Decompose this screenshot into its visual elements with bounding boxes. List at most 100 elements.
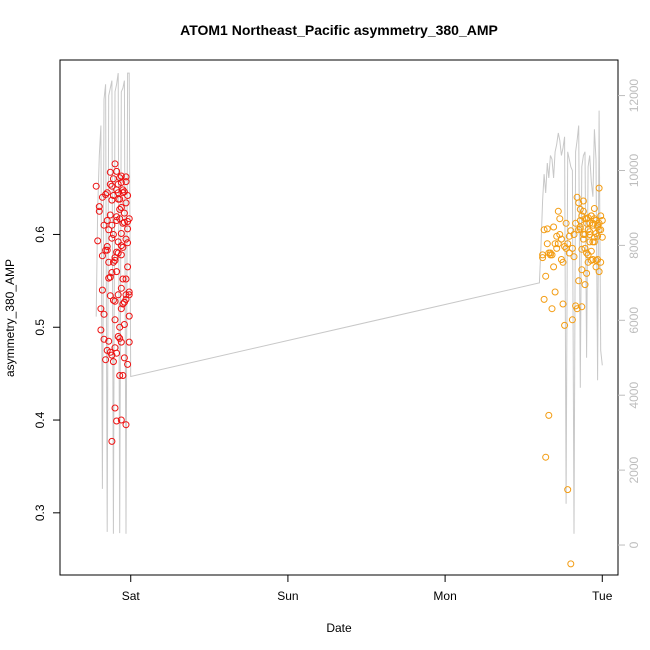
data-point-series-2 [554,207,562,215]
data-point-series-2 [598,233,606,241]
data-point-series-2 [548,251,556,259]
data-point-series-1 [102,356,110,364]
data-point-series-1 [120,188,128,196]
y2-tick-label: 12000 [627,79,641,113]
data-point-series-1 [106,348,114,356]
data-point-series-2 [576,225,584,233]
data-point-series-2 [550,263,558,271]
data-point-series-2 [562,219,570,227]
data-point-series-2 [595,184,603,192]
data-point-series-2 [546,249,554,257]
data-point-series-2 [564,240,572,248]
data-point-series-1 [125,312,133,320]
data-point-series-2 [578,266,586,274]
data-point-series-1 [108,221,116,229]
data-point-series-1 [103,189,111,197]
data-point-series-1 [124,225,132,233]
y2-tick-label: 0 [627,541,641,548]
plot-layer: Sat Sun Mon Tue 0.3 0.4 0.5 0.6 0 2000 4000 6000 800… [33,72,641,603]
data-point-series-2 [556,231,564,238]
data-point-series-2 [594,232,602,240]
y-tick-label: 0.4 [33,411,47,428]
data-point-series-1 [108,182,116,190]
data-point-series-2 [565,249,573,257]
data-point-series-1 [122,421,130,429]
data-point-series-2 [543,225,551,233]
data-point-series-1 [108,196,116,204]
data-point-series-1 [94,237,102,245]
data-point-series-2 [586,238,594,246]
data-point-series-1 [117,204,125,211]
y2-series-line [95,72,603,534]
chart-title: ATOM1 Northeast_Pacific asymmetry_380_AM… [180,22,498,38]
data-point-series-1 [119,186,127,194]
data-point-series-2 [597,212,605,220]
data-point-series-2 [561,321,569,329]
data-point-series-1 [120,298,128,306]
x-tick-label: Tue [592,589,613,603]
data-point-series-2 [589,221,597,229]
data-point-series-1 [100,335,108,343]
y-axis-label: asymmetry_380_AMP [3,259,17,377]
data-point-series-1 [124,360,132,368]
data-point-series-1 [113,213,121,221]
data-point-series-1 [117,416,125,424]
data-point-series-1 [117,305,125,313]
data-point-series-1 [116,372,124,379]
data-point-series-2 [559,300,567,308]
data-point-series-1 [116,323,124,331]
data-point-series-1 [92,182,100,190]
x-tick-label: Sat [122,589,141,603]
data-point-series-1 [119,219,127,227]
data-point-series-1 [98,252,106,260]
data-point-series-1 [108,234,116,242]
data-point-series-1 [113,167,121,175]
data-point-series-1 [106,273,114,281]
data-point-series-2 [597,258,605,266]
y-tick-label: 0.5 [33,319,47,336]
y-tick-label: 0.6 [33,226,47,243]
data-point-series-2 [581,244,589,252]
data-point-series-2 [564,486,572,494]
data-point-series-1 [108,437,116,445]
data-point-series-1 [109,296,117,304]
data-point-series-1 [117,338,125,346]
data-point-series-2 [589,238,597,246]
y2-tick-label: 2000 [627,456,641,483]
data-point-series-1 [109,231,117,238]
data-point-series-2 [590,205,598,212]
data-point-series-1 [120,354,128,362]
data-point-series-1 [100,221,108,229]
data-point-series-2 [579,207,587,215]
data-point-series-1 [114,333,122,340]
data-point-series-1 [113,417,121,425]
data-point-series-1 [124,263,132,271]
data-point-series-2 [579,235,587,243]
data-point-series-1 [108,269,116,276]
data-point-series-2 [570,253,578,261]
data-point-series-1 [105,258,113,266]
data-point-series-2 [595,268,603,276]
data-point-series-1 [106,180,114,188]
data-point-series-2 [594,221,602,229]
x-tick-label: Mon [433,589,456,603]
data-point-series-1 [109,192,117,199]
data-point-series-2 [556,215,564,223]
data-point-series-1 [122,199,130,207]
data-point-series-1 [111,297,119,305]
data-point-series-1 [119,275,127,283]
data-point-series-2 [581,281,589,289]
data-point-series-1 [97,326,105,334]
data-point-series-1 [125,291,133,299]
data-point-series-2 [592,256,600,264]
data-point-series-2 [583,269,591,277]
data-point-series-1 [109,358,117,366]
data-point-series-1 [109,258,117,266]
data-point-series-1 [114,291,122,299]
data-point-series-2 [542,272,550,280]
data-point-series-1 [122,235,130,243]
data-point-series-1 [119,372,127,379]
data-point-series-2 [576,217,584,224]
